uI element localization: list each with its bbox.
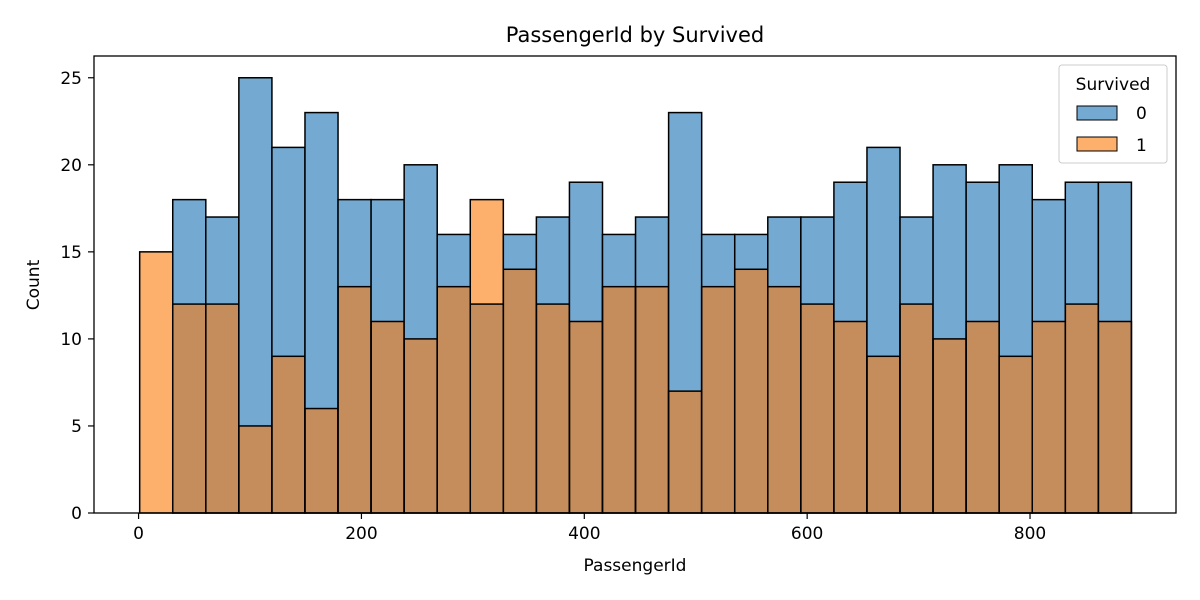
histogram-bar-top bbox=[701, 234, 735, 287]
histogram-bar-top bbox=[338, 199, 372, 287]
histogram-bar-top bbox=[966, 182, 1000, 322]
histogram-bar-top bbox=[800, 217, 834, 305]
histogram-bar-overlap bbox=[271, 356, 305, 513]
histogram-bar-top bbox=[1098, 182, 1132, 322]
histogram-bar-top bbox=[371, 199, 405, 322]
y-tick-label: 10 bbox=[60, 330, 82, 350]
histogram-bar-top bbox=[1032, 199, 1066, 322]
histogram-bar-overlap bbox=[205, 304, 239, 513]
histogram-bar-overlap bbox=[635, 286, 669, 513]
x-axis-ticks: 0 200 400 600 800 bbox=[133, 513, 1046, 544]
histogram-bar-overlap bbox=[304, 408, 339, 513]
histogram-bar-overlap bbox=[404, 338, 438, 513]
y-tick-label: 20 bbox=[60, 156, 82, 176]
histogram-bar-top bbox=[536, 217, 570, 305]
legend-swatch-1 bbox=[1076, 136, 1118, 152]
x-tick-label: 200 bbox=[345, 524, 377, 544]
histogram-bar-top bbox=[1065, 182, 1099, 305]
histogram-bar-top bbox=[900, 217, 934, 305]
histogram-bar-overlap bbox=[437, 286, 471, 513]
histogram-bar-overlap bbox=[800, 304, 834, 513]
histogram-bar-overlap bbox=[966, 321, 1000, 513]
histogram-bar-overlap bbox=[371, 321, 405, 513]
histogram-bar-top bbox=[304, 112, 339, 409]
histogram-bar-top bbox=[668, 112, 702, 392]
histogram-bar-overlap bbox=[602, 286, 636, 513]
histogram-bar-top bbox=[437, 234, 471, 287]
x-tick-label: 600 bbox=[791, 524, 823, 544]
histogram-bar-overlap bbox=[999, 356, 1033, 513]
histogram-bar-top bbox=[866, 147, 901, 357]
histogram-bar-top bbox=[734, 234, 768, 270]
legend-title: Survived bbox=[1076, 75, 1151, 95]
histogram-bar-top bbox=[139, 251, 173, 513]
histogram-bar-overlap bbox=[1098, 321, 1132, 513]
histogram-bar-overlap bbox=[470, 304, 504, 513]
x-tick-label: 800 bbox=[1014, 524, 1046, 544]
histogram-bar-overlap bbox=[536, 304, 570, 513]
histogram-bar-top bbox=[833, 182, 867, 322]
histogram-bar-top bbox=[933, 164, 967, 339]
histogram-bar-top bbox=[569, 182, 603, 322]
histogram-bar-overlap bbox=[767, 286, 801, 513]
histogram-bar-top bbox=[635, 217, 669, 287]
histogram-bar-top bbox=[602, 234, 636, 287]
histogram-bar-overlap bbox=[338, 286, 372, 513]
y-tick-label: 25 bbox=[60, 69, 82, 89]
histogram-bar-overlap bbox=[668, 391, 702, 513]
y-tick-label: 15 bbox=[60, 243, 82, 263]
histogram-bar-top bbox=[238, 77, 272, 426]
histogram-bar-top bbox=[999, 164, 1033, 357]
chart-title: PassengerId by Survived bbox=[506, 23, 764, 47]
histogram-bar-overlap bbox=[569, 321, 603, 513]
legend-swatch-0 bbox=[1076, 105, 1118, 121]
histogram-bar-overlap bbox=[503, 269, 537, 513]
legend: Survived 0 1 bbox=[1058, 64, 1168, 164]
bars-layer bbox=[138, 77, 1133, 514]
histogram-bar-overlap bbox=[1032, 321, 1066, 513]
plot-frame bbox=[93, 55, 1177, 514]
histogram-bar-top bbox=[205, 217, 239, 305]
histogram-bar-overlap bbox=[238, 425, 272, 513]
x-tick-label: 0 bbox=[133, 524, 144, 544]
histogram-bar-top bbox=[503, 234, 537, 270]
legend-label-1: 1 bbox=[1136, 136, 1147, 156]
histogram-bar-overlap bbox=[701, 286, 735, 513]
histogram-bar-top bbox=[470, 199, 504, 305]
histogram-bar-overlap bbox=[900, 304, 934, 513]
y-tick-label: 0 bbox=[71, 504, 82, 524]
y-axis-ticks: 0 5 10 15 20 25 bbox=[60, 69, 94, 524]
histogram-bar-top bbox=[767, 217, 801, 287]
y-tick-label: 5 bbox=[71, 417, 82, 437]
histogram-bar-top bbox=[172, 199, 206, 305]
histogram-bar-overlap bbox=[933, 338, 967, 513]
histogram-bar-overlap bbox=[866, 356, 901, 513]
histogram-bar-top bbox=[271, 147, 305, 357]
x-tick-label: 400 bbox=[568, 524, 600, 544]
legend-label-0: 0 bbox=[1136, 104, 1147, 124]
x-axis-title: PassengerId bbox=[584, 556, 687, 576]
histogram-bar-top bbox=[404, 164, 438, 339]
histogram-bar-overlap bbox=[1065, 304, 1099, 513]
histogram-bar-overlap bbox=[734, 269, 768, 513]
histogram-bar-overlap bbox=[172, 304, 206, 513]
y-axis-title: Count bbox=[24, 259, 44, 310]
histogram-bar-overlap bbox=[833, 321, 867, 513]
